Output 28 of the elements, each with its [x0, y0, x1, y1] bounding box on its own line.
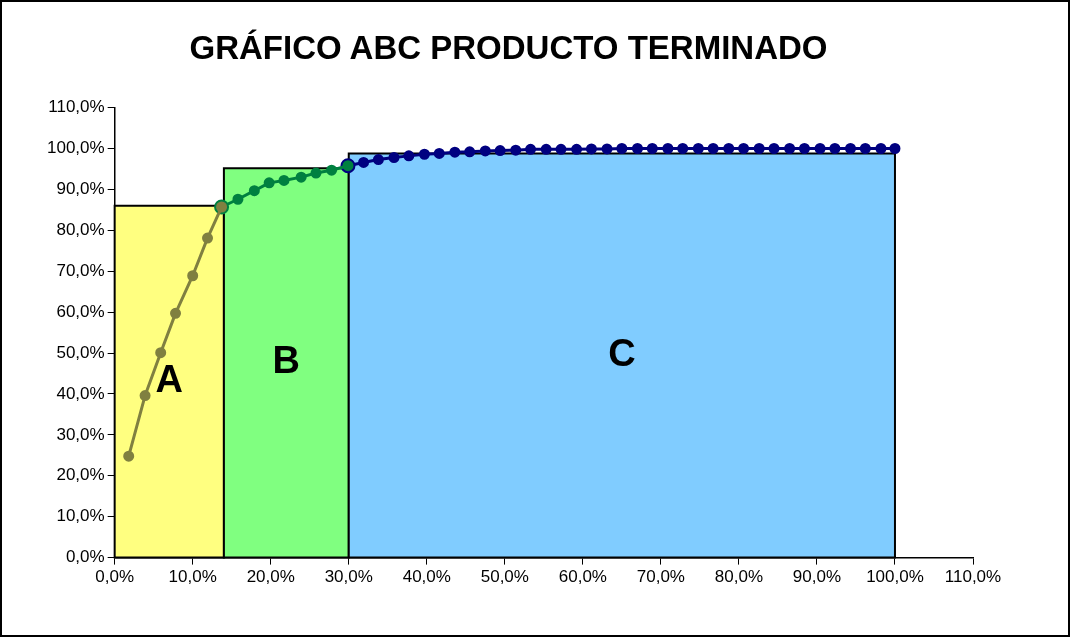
- chart-title: GRÁFICO ABC PRODUCTO TERMINADO: [189, 28, 828, 66]
- x-tick-label: 110,0%: [944, 567, 1002, 587]
- x-tick-label: 70,0%: [636, 567, 685, 587]
- annotation: A: [155, 358, 184, 401]
- x-tick-label: 10,0%: [168, 567, 217, 587]
- y-tick-label: 50,0%: [56, 342, 105, 362]
- y-tick-label: 40,0%: [56, 383, 105, 403]
- y-tick-label: 110,0%: [48, 97, 105, 117]
- x-tick-label: 90,0%: [792, 567, 842, 587]
- x-tick-label: 60,0%: [558, 567, 607, 587]
- x-tick-label: 80,0%: [714, 567, 764, 587]
- x-tick-label: 20,0%: [246, 567, 295, 587]
- y-tick-label: 90,0%: [56, 179, 105, 199]
- annotation: B: [272, 339, 301, 382]
- y-tick-label: 60,0%: [56, 301, 105, 321]
- x-tick-label: 0,0%: [95, 567, 135, 587]
- y-tick-label: 80,0%: [56, 220, 105, 240]
- y-tick-label: 0,0%: [65, 547, 105, 567]
- annotation: C: [608, 331, 636, 374]
- y-tick-label: 100,0%: [46, 138, 105, 158]
- x-tick-label: 100,0%: [866, 567, 924, 587]
- x-tick-label: 30,0%: [324, 567, 373, 587]
- y-tick-label: 30,0%: [56, 424, 105, 444]
- y-tick-label: 70,0%: [56, 260, 105, 280]
- y-tick-label: 20,0%: [56, 465, 105, 485]
- x-tick-label: 40,0%: [402, 567, 451, 587]
- y-tick-label: 10,0%: [56, 506, 105, 526]
- x-tick-label: 50,0%: [480, 567, 529, 587]
